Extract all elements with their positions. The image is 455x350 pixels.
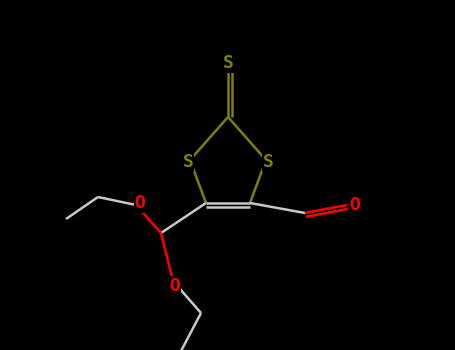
Text: S: S [182,153,193,171]
Text: S: S [263,153,273,171]
Text: O: O [170,277,181,295]
Text: S: S [222,54,233,72]
Text: O: O [349,196,360,214]
Text: O: O [135,194,146,212]
